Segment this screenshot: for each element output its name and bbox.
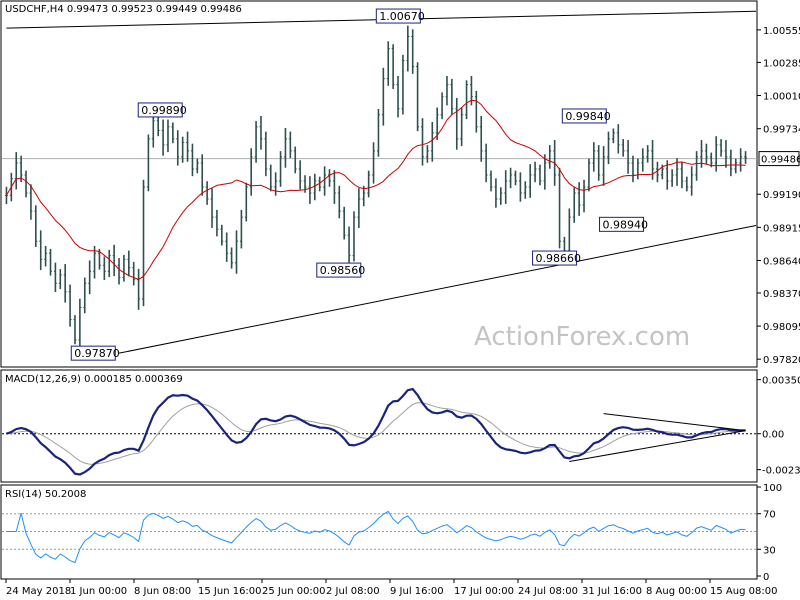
rsi-y-tick-label: 70 — [763, 510, 776, 521]
macd-y-tick-label: 0.00 — [762, 430, 784, 441]
macd-series: 0.003505 0.00 -0.002328 — [2, 376, 800, 477]
main-y-tick-label: 1.00555 — [763, 26, 800, 37]
price-annotation-label: 0.99890 — [141, 104, 187, 117]
price-annotation-label: 0.98660 — [536, 252, 582, 265]
candles — [4, 25, 748, 349]
price-annotation-box — [316, 262, 362, 278]
x-tick-label: 15 Jun 16:00 — [198, 586, 262, 597]
x-tick-label: 2 Jul 08:00 — [326, 586, 380, 597]
macd-line — [6, 387, 746, 476]
price-annotation-label: 0.98560 — [320, 264, 366, 277]
main-y-tick-label: 1.00285 — [763, 58, 800, 69]
price-annotation-label: 1.00670 — [379, 10, 425, 23]
current-price-line: 0.99486 — [2, 151, 800, 167]
price-annotation-label: 0.97870 — [74, 347, 120, 360]
x-tick-label: 9 Jul 16:00 — [390, 586, 444, 597]
main-y-tick-label: 0.99734 — [763, 125, 800, 136]
rsi-y-tick-label: 30 — [763, 545, 776, 556]
main-y-tick-label: 0.98915 — [763, 223, 800, 234]
price-annotations: 1.00670 0.99890 0.98560 0.97870 0.99840 0.989… — [70, 8, 649, 361]
x-tick-label: 24 Jul 08:00 — [518, 586, 578, 597]
x-tick-label: 17 Jul 00:00 — [454, 586, 514, 597]
support-trendline — [118, 225, 757, 354]
rsi-y-tick-label: 0 — [763, 572, 769, 583]
x-tick-label: 15 Aug 08:00 — [710, 586, 777, 597]
rsi-header: RSI(14) 50.2008 — [5, 489, 86, 500]
main-header: USDCHF,H4 0.99473 0.99523 0.99449 0.9948… — [5, 4, 242, 15]
ma-line — [5, 99, 746, 281]
macd-resistance-line — [603, 413, 746, 432]
watermark: ActionForex.com — [474, 322, 690, 352]
macd-y-tick-label: -0.002328 — [762, 466, 800, 477]
x-tick-label: 1 Jun 00:00 — [70, 586, 127, 597]
x-tick-label: 8 Aug 00:00 — [646, 586, 707, 597]
current-price-box — [758, 151, 800, 167]
price-annotation-box — [70, 345, 116, 361]
rsi-series: 100 70 30 0 — [2, 483, 782, 583]
price-annotation-box — [599, 216, 645, 232]
price-annotation-box — [532, 250, 578, 266]
x-tick-label: 31 Jul 16:00 — [582, 586, 642, 597]
price-annotation-label: 0.98940 — [603, 218, 649, 231]
price-annotation-label: 0.99840 — [565, 110, 611, 123]
macd-signal-line — [6, 402, 746, 465]
x-tick-label: 24 May 2018 — [6, 586, 71, 597]
rsi-line — [6, 510, 746, 564]
price-annotation-box — [375, 8, 421, 24]
macd-header: MACD(12,26,9) 0.000185 0.000369 — [5, 374, 183, 385]
price-annotation-box — [561, 108, 607, 124]
current-price-label: 0.99486 — [761, 155, 800, 166]
main-y-tick-label: 0.98095 — [763, 322, 800, 333]
rsi-y-tick-label: 100 — [763, 483, 782, 494]
macd-y-tick-label: 0.003505 — [762, 376, 800, 387]
moving-average — [5, 99, 746, 281]
macd-support-line — [569, 430, 746, 462]
price-annotation-box — [137, 102, 183, 118]
x-tick-label: 8 Jun 08:00 — [134, 586, 191, 597]
x-tick-label: 25 Jun 00:00 — [262, 586, 326, 597]
